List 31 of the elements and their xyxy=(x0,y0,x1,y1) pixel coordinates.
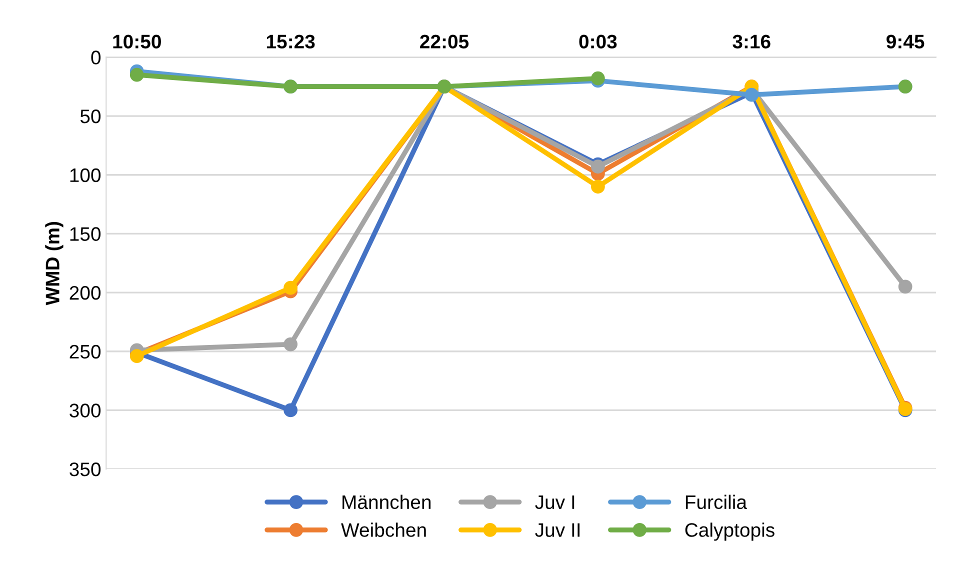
point xyxy=(898,280,912,294)
y-tick-label: 100 xyxy=(70,168,101,182)
point xyxy=(130,349,144,364)
legend-label: Calyptopis xyxy=(685,522,774,541)
y-tick-label: 350 xyxy=(70,462,101,476)
y-tick-label: 300 xyxy=(70,404,101,418)
x-tick-label: 10:50 xyxy=(113,34,161,48)
y-tick-label: 250 xyxy=(70,344,101,359)
y-tick-label: 150 xyxy=(70,227,101,241)
point xyxy=(591,160,605,174)
legend-label: Männchen xyxy=(342,494,431,510)
point xyxy=(284,337,298,352)
y-tick-label: 200 xyxy=(70,286,101,300)
legend-label: Juv II xyxy=(535,523,580,537)
x-tick-label: 0:03 xyxy=(579,34,617,49)
legend-label: Juv I xyxy=(535,495,574,510)
y-tick-label: 0 xyxy=(91,50,101,64)
x-tick-label: 9:45 xyxy=(886,34,924,48)
y-axis-title: WMD (m) xyxy=(45,222,64,306)
x-tick-label: 15:23 xyxy=(266,34,315,49)
x-tick-label: 3:16 xyxy=(732,34,770,49)
point xyxy=(284,280,298,295)
point xyxy=(591,180,605,194)
point xyxy=(591,71,605,86)
legend-label: Weibchen xyxy=(341,522,426,537)
y-tick-label: 50 xyxy=(80,110,101,124)
x-tick-label: 22:05 xyxy=(420,34,469,48)
point xyxy=(744,88,759,102)
point xyxy=(284,403,298,418)
point xyxy=(130,68,144,82)
legend-label: Furcilia xyxy=(686,494,747,510)
